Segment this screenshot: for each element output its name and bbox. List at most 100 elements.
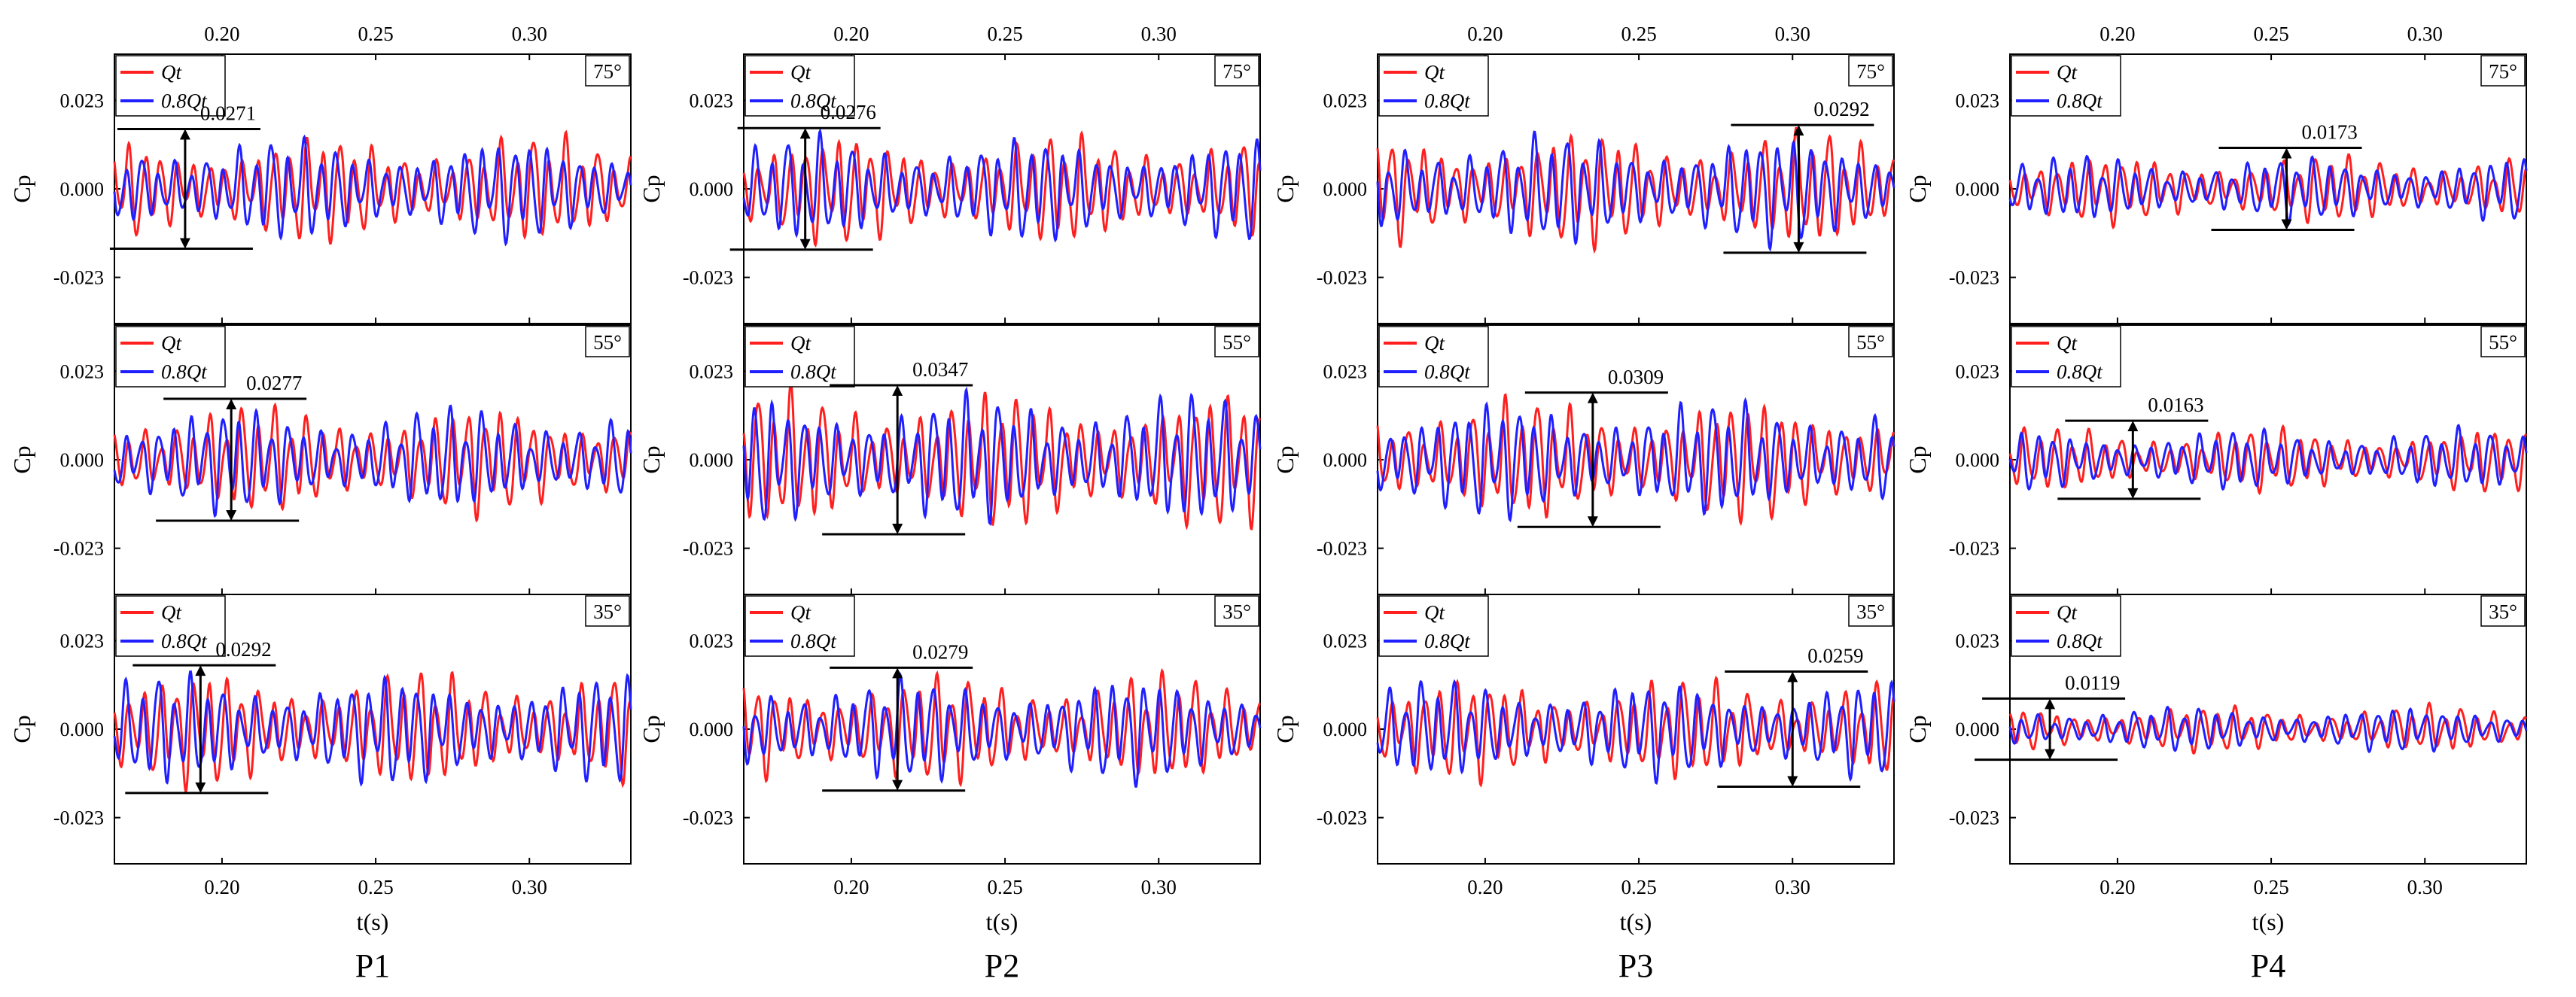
y-tick-label: -0.023 [1949, 538, 1999, 560]
legend-label-qt: Qt [790, 61, 811, 84]
amplitude-arrowhead-down [195, 782, 206, 793]
y-tick-label: 0.023 [690, 360, 734, 382]
amplitude-arrowhead-up [892, 385, 903, 397]
amplitude-marker: 0.0271 [109, 102, 260, 251]
subplot-p2-1: 0.023 0.000 -0.023 Qt 0.8Qt 75° 0.0276 Cp [638, 53, 1262, 324]
amplitude-arrowhead-up [892, 667, 903, 679]
y-tick-label: 0.023 [690, 630, 734, 652]
bottom-x-tick-label: 0.25 [358, 876, 393, 898]
angle-badge-box [1214, 55, 1259, 87]
legend-box [2011, 326, 2121, 388]
amplitude-arrowhead-down [892, 780, 903, 791]
y-tick-label: 0.023 [1956, 360, 2000, 382]
legend: Qt 0.8Qt [744, 55, 855, 117]
y-axis-label: Cp [1271, 175, 1299, 202]
y-tick-label: 0.000 [60, 719, 105, 740]
series-line-qt [742, 667, 1262, 788]
legend-box [744, 595, 855, 657]
series-line-08qt [742, 386, 1262, 526]
legend: Qt 0.8Qt [115, 595, 226, 657]
amplitude-arrowhead-down [1793, 242, 1804, 253]
y-tick-label: -0.023 [1949, 267, 1999, 289]
series-line-08qt [113, 404, 632, 518]
series-line-08qt [113, 134, 632, 247]
series-line-08qt [2008, 424, 2528, 491]
y-axis-label: Cp [1904, 715, 1931, 743]
y-tick-label: -0.023 [1317, 538, 1367, 560]
amplitude-arrowhead-up [1793, 125, 1804, 136]
panel-label: P3 [1618, 947, 1653, 984]
legend-box [1378, 326, 1489, 388]
legend-label-08qt: 0.8Qt [1424, 360, 1471, 383]
bottom-x-tick-label: 0.20 [2099, 876, 2135, 898]
angle-badge: 35° [1223, 600, 1251, 623]
panel-p2: 0.20 0.25 0.300.0230.000-0.023Qt0.8Qt75°0.… [638, 23, 1262, 984]
amplitude-label: 0.0173 [2302, 121, 2358, 144]
legend-label-qt: Qt [1424, 332, 1445, 354]
legend-label-qt: Qt [790, 332, 811, 354]
amplitude-arrowhead-down [1787, 776, 1798, 787]
amplitude-arrowhead-up [2127, 421, 2139, 432]
legend-label-qt: Qt [790, 601, 811, 624]
series-line-08qt [742, 128, 1262, 243]
series-line-08qt [742, 672, 1262, 788]
series-line-08qt [2008, 154, 2528, 226]
panel-label: P4 [2251, 947, 2285, 984]
panel-label: P1 [355, 947, 390, 984]
series-line-08qt [1376, 679, 1895, 785]
amplitude-arrowhead-up [2045, 698, 2056, 710]
legend-label-qt: Qt [161, 61, 182, 84]
legend: Qt 0.8Qt [2011, 55, 2121, 117]
amplitude-label: 0.0309 [1608, 366, 1664, 388]
amplitude-arrowhead-down [799, 239, 811, 250]
angle-badge-box [1848, 595, 1893, 627]
angle-badge: 55° [2489, 331, 2517, 354]
top-x-tick-label: 0.30 [2407, 23, 2443, 45]
amplitude-label: 0.0259 [1807, 645, 1863, 667]
angle-badge: 35° [1856, 600, 1885, 623]
angle-badge: 35° [593, 600, 622, 623]
angle-badge-box [585, 595, 630, 627]
amplitude-marker: 0.0163 [2057, 394, 2209, 500]
legend-label-qt: Qt [1424, 601, 1445, 624]
legend-box [1378, 595, 1489, 657]
bottom-x-tick-label: 0.25 [987, 876, 1022, 898]
amplitude-marker: 0.0279 [822, 640, 973, 792]
legend-label-qt: Qt [2057, 601, 2078, 624]
y-tick-label: 0.000 [1323, 178, 1368, 200]
bottom-x-tick-label: 0.20 [1467, 876, 1503, 898]
subplot-p2-2: 0.023 0.000 -0.023 Qt 0.8Qt 55° 0.0347 Cp [638, 324, 1262, 595]
angle-badge-box [1214, 595, 1259, 627]
angle-badge: 35° [2489, 600, 2517, 623]
top-x-tick-label: 0.25 [358, 23, 393, 45]
angle-badge: 75° [2489, 60, 2517, 83]
y-tick-label: -0.023 [683, 267, 733, 289]
angle-badge-box [1214, 326, 1259, 357]
y-tick-label: -0.023 [53, 538, 104, 560]
y-tick-label: 0.023 [1323, 630, 1368, 652]
legend-box [115, 55, 226, 117]
top-x-tick-label: 0.25 [987, 23, 1022, 45]
amplitude-marker: 0.0277 [156, 372, 307, 522]
legend-label-08qt: 0.8Qt [2057, 630, 2103, 652]
angle-badge-box [585, 326, 630, 357]
series-line-qt [1376, 127, 1895, 254]
angle-badge: 55° [1223, 331, 1251, 354]
top-x-tick-label: 0.30 [1775, 23, 1810, 45]
amplitude-label: 0.0292 [1813, 98, 1869, 120]
legend-label-qt: Qt [2057, 332, 2078, 354]
top-x-tick-label: 0.20 [204, 23, 239, 45]
y-tick-label: 0.000 [1956, 178, 2000, 200]
y-tick-label: 0.000 [690, 449, 734, 471]
amplitude-arrowhead-up [1787, 671, 1798, 682]
legend: Qt 0.8Qt [2011, 595, 2121, 657]
series-line-08qt [1376, 397, 1895, 523]
amplitude-arrowhead-up [179, 129, 190, 140]
legend: Qt 0.8Qt [1378, 595, 1489, 657]
y-tick-label: -0.023 [1949, 807, 1999, 829]
bottom-x-tick-label: 0.30 [1141, 876, 1177, 898]
legend-label-08qt: 0.8Qt [2057, 360, 2103, 383]
amplitude-arrowhead-up [2281, 147, 2292, 159]
legend-label-qt: Qt [2057, 61, 2078, 84]
legend-label-qt: Qt [1424, 61, 1445, 84]
